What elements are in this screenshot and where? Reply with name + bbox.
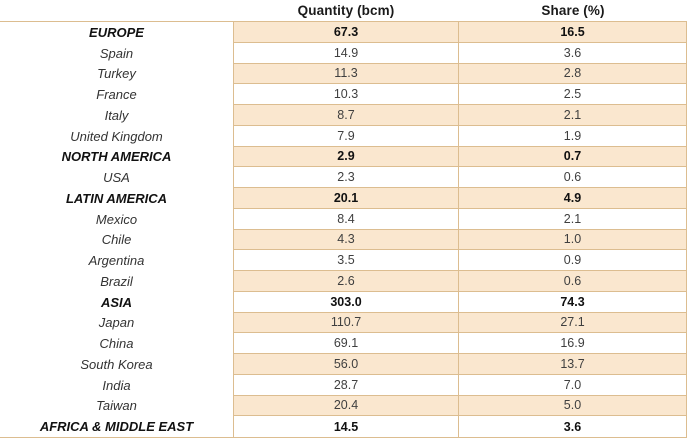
quantity-cell: 28.7 (233, 374, 459, 396)
region-name-cell: South Korea (0, 354, 233, 375)
region-name-cell: NORTH AMERICA (0, 146, 233, 168)
quantity-cell: 2.3 (233, 167, 459, 188)
quantity-cell: 3.5 (233, 250, 459, 271)
quantity-cell: 56.0 (233, 354, 459, 375)
quantity-cell: 7.9 (233, 125, 459, 147)
quantity-cell: 20.4 (233, 395, 459, 417)
region-name-cell: India (0, 374, 233, 396)
region-name-cell: Argentina (0, 250, 233, 271)
share-cell: 27.1 (459, 312, 687, 334)
share-cell: 0.6 (459, 167, 687, 188)
table-row: Taiwan 20.4 5.0 (0, 395, 687, 417)
share-cell: 16.9 (459, 333, 687, 354)
table-row: AFRICA & MIDDLE EAST 14.5 3.6 (0, 416, 687, 437)
table-row: Mexico 8.4 2.1 (0, 208, 687, 230)
header-share-cell: Share (%) (541, 3, 605, 18)
quantity-cell: 4.3 (233, 229, 459, 251)
quantity-cell: 110.7 (233, 312, 459, 334)
table-row: India 28.7 7.0 (0, 374, 687, 396)
table-row: LATIN AMERICA 20.1 4.9 (0, 188, 687, 209)
table-row: South Korea 56.0 13.7 (0, 354, 687, 375)
table-row: United Kingdom 7.9 1.9 (0, 125, 687, 147)
table-row: Japan 110.7 27.1 (0, 312, 687, 334)
quantity-cell: 2.9 (233, 146, 459, 168)
lng-import-table: Quantity (bcm) Share (%) EUROPE 67.3 16.5 S… (0, 0, 687, 438)
quantity-cell: 2.6 (233, 271, 459, 292)
share-cell: 2.8 (459, 63, 687, 85)
table-row: Italy 8.7 2.1 (0, 105, 687, 126)
table-row: Brazil 2.6 0.6 (0, 271, 687, 292)
share-cell: 4.9 (459, 188, 687, 209)
quantity-cell: 14.9 (233, 42, 459, 64)
share-cell: 16.5 (459, 22, 687, 43)
share-cell: 74.3 (459, 291, 687, 313)
table-row: USA 2.3 0.6 (0, 167, 687, 188)
region-name-cell: China (0, 333, 233, 354)
region-name-cell: Chile (0, 229, 233, 251)
region-name-cell: Mexico (0, 208, 233, 230)
share-cell: 5.0 (459, 395, 687, 417)
quantity-cell: 14.5 (233, 416, 459, 437)
share-cell: 3.6 (459, 416, 687, 437)
table-row: ASIA 303.0 74.3 (0, 291, 687, 313)
region-name-cell: United Kingdom (0, 125, 233, 147)
region-name-cell: Turkey (0, 63, 233, 85)
share-cell: 3.6 (459, 42, 687, 64)
share-cell: 0.9 (459, 250, 687, 271)
quantity-cell: 8.4 (233, 208, 459, 230)
quantity-cell: 8.7 (233, 105, 459, 126)
share-cell: 2.5 (459, 84, 687, 105)
share-cell: 7.0 (459, 374, 687, 396)
region-name-cell: LATIN AMERICA (0, 188, 233, 209)
table-row: China 69.1 16.9 (0, 333, 687, 354)
table-row: Argentina 3.5 0.9 (0, 250, 687, 271)
table-row: Turkey 11.3 2.8 (0, 63, 687, 85)
quantity-cell: 11.3 (233, 63, 459, 85)
region-name-cell: Taiwan (0, 395, 233, 417)
region-name-cell: ASIA (0, 291, 233, 313)
region-name-cell: Brazil (0, 271, 233, 292)
header-quantity-cell: Quantity (bcm) (297, 3, 395, 18)
region-name-cell: Italy (0, 105, 233, 126)
quantity-cell: 20.1 (233, 188, 459, 209)
table-body: EUROPE 67.3 16.5 Spain 14.9 3.6 Turkey 11.3 2.8 F… (0, 21, 687, 438)
share-cell: 2.1 (459, 208, 687, 230)
quantity-cell: 303.0 (233, 291, 459, 313)
table-row: France 10.3 2.5 (0, 84, 687, 105)
share-cell: 13.7 (459, 354, 687, 375)
share-cell: 1.0 (459, 229, 687, 251)
region-name-cell: Spain (0, 42, 233, 64)
region-name-cell: AFRICA & MIDDLE EAST (0, 416, 233, 437)
region-name-cell: Japan (0, 312, 233, 334)
region-name-cell: France (0, 84, 233, 105)
region-name-cell: USA (0, 167, 233, 188)
share-cell: 1.9 (459, 125, 687, 147)
quantity-cell: 10.3 (233, 84, 459, 105)
share-cell: 0.6 (459, 271, 687, 292)
table-row: EUROPE 67.3 16.5 (0, 22, 687, 43)
table-row: NORTH AMERICA 2.9 0.7 (0, 146, 687, 168)
region-name-cell: EUROPE (0, 22, 233, 43)
quantity-cell: 67.3 (233, 22, 459, 43)
table-row: Chile 4.3 1.0 (0, 229, 687, 251)
share-cell: 0.7 (459, 146, 687, 168)
table-row: Spain 14.9 3.6 (0, 42, 687, 64)
quantity-cell: 69.1 (233, 333, 459, 354)
table-header-row: Quantity (bcm) Share (%) (0, 0, 687, 21)
share-cell: 2.1 (459, 105, 687, 126)
